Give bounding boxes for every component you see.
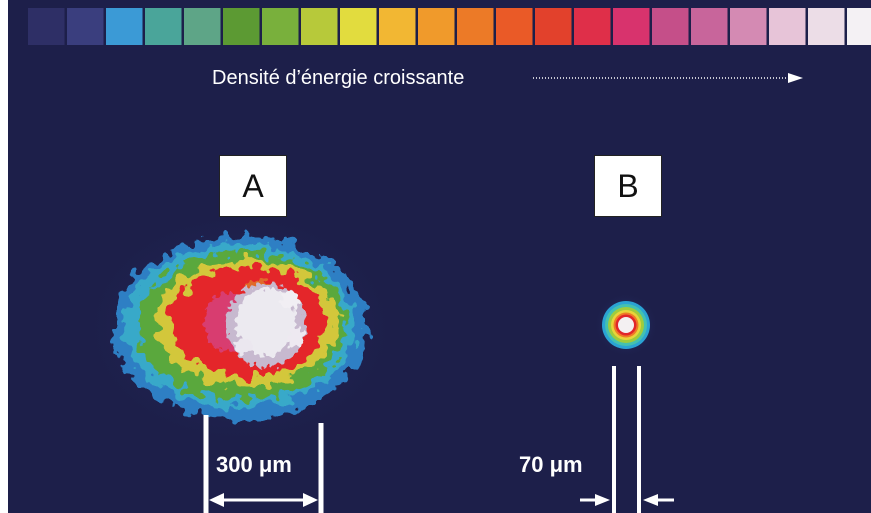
- color-swatch: [730, 8, 767, 45]
- color-swatch: [691, 8, 728, 45]
- color-swatches: [28, 8, 871, 45]
- beam-profile-figure: Densité d’énergie croissante: [8, 0, 871, 513]
- dimension-b-label: 70 μm: [519, 452, 583, 477]
- color-swatch: [769, 8, 806, 45]
- panel-label-a: A: [219, 155, 287, 217]
- color-swatch: [535, 8, 572, 45]
- beam-spot-a: [80, 208, 400, 448]
- color-swatch: [223, 8, 260, 45]
- color-swatch: [301, 8, 338, 45]
- dimension-b-marker: [580, 366, 674, 513]
- color-swatch: [28, 8, 65, 45]
- color-swatch: [184, 8, 221, 45]
- color-swatch: [652, 8, 689, 45]
- color-swatch: [106, 8, 143, 45]
- color-swatch: [613, 8, 650, 45]
- color-swatch: [262, 8, 299, 45]
- energy-arrow-head: [788, 73, 803, 83]
- color-swatch: [67, 8, 104, 45]
- color-swatch: [847, 8, 871, 45]
- beam-spot-b: [594, 293, 658, 357]
- color-swatch: [340, 8, 377, 45]
- panel-label-b: B: [594, 155, 662, 217]
- color-swatch: [379, 8, 416, 45]
- color-swatch: [496, 8, 533, 45]
- dimension-a-label: 300 μm: [216, 452, 292, 477]
- dimension-a-marker: [203, 415, 324, 513]
- energy-color-scale: [28, 8, 871, 83]
- energy-density-caption: Densité d’énergie croissante: [212, 67, 465, 89]
- color-swatch: [574, 8, 611, 45]
- color-swatch: [808, 8, 845, 45]
- color-swatch: [457, 8, 494, 45]
- beam-spots: [80, 208, 674, 513]
- color-swatch: [418, 8, 455, 45]
- color-swatch: [145, 8, 182, 45]
